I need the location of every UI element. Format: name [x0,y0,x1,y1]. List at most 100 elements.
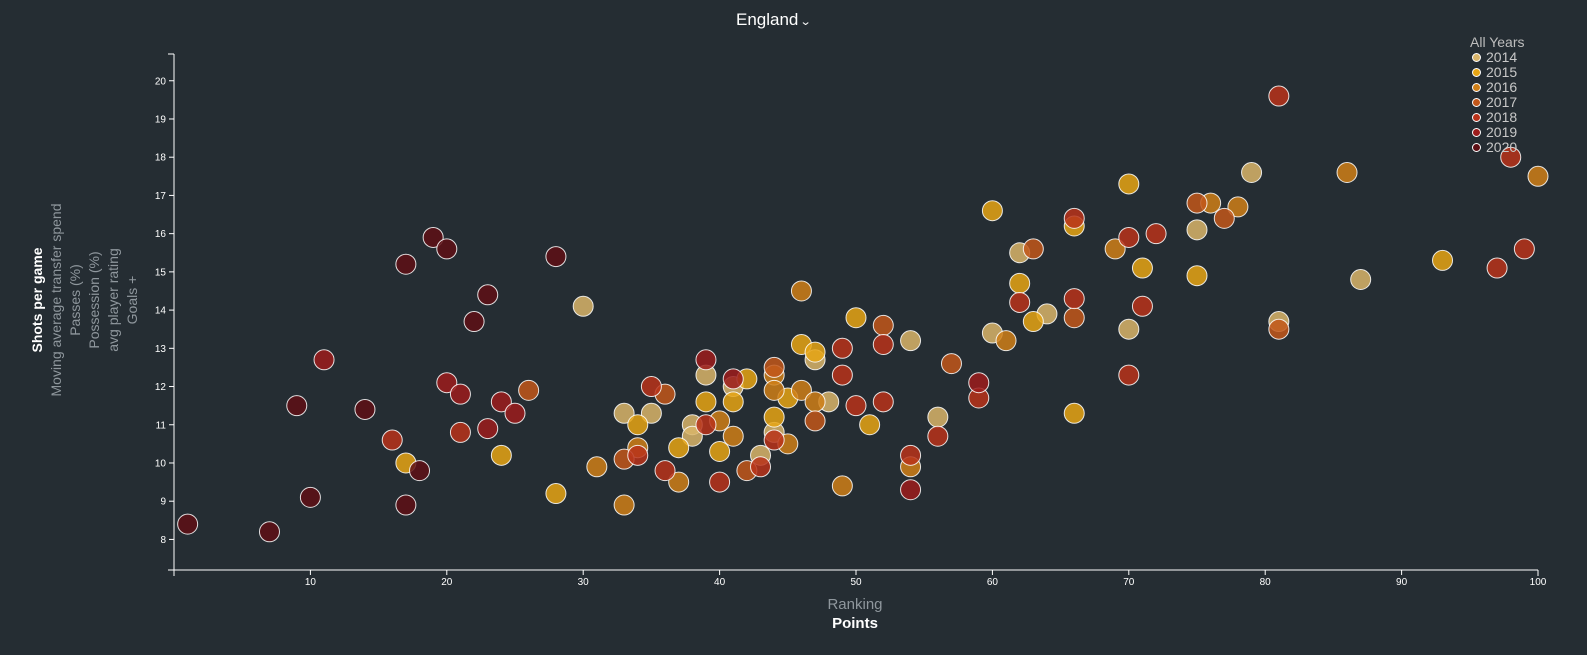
data-point-2018[interactable] [654,460,676,482]
data-point-2015[interactable] [763,406,785,428]
data-point-2020[interactable] [436,238,458,260]
data-point-2020[interactable] [422,226,444,248]
data-point-2018[interactable] [709,471,731,493]
data-point-2016[interactable] [1227,196,1249,218]
data-point-2015[interactable] [490,444,512,466]
data-point-2016[interactable] [1104,238,1126,260]
data-point-2018[interactable] [1063,207,1085,229]
legend-title[interactable]: All Years [1470,34,1525,50]
data-point-2014[interactable] [927,406,949,428]
data-point-2019[interactable] [695,349,717,371]
data-point-2016[interactable] [790,280,812,302]
data-point-2016[interactable] [586,456,608,478]
data-point-2018[interactable] [1513,238,1535,260]
data-point-2020[interactable] [395,494,417,516]
data-point-2018[interactable] [1063,288,1085,310]
data-point-2015[interactable] [668,437,690,459]
data-point-2015[interactable] [859,414,881,436]
data-point-2020[interactable] [286,395,308,417]
data-point-2019[interactable] [436,372,458,394]
data-point-2020[interactable] [395,253,417,275]
data-point-2019[interactable] [722,368,744,390]
data-point-2020[interactable] [463,311,485,333]
data-point-2015[interactable] [709,441,731,463]
legend-item-2017[interactable]: 2017 [1470,95,1524,110]
y-option-player-rating[interactable]: avg player rating [105,248,121,352]
y-option-goals[interactable]: Goals + [124,275,140,325]
data-point-2018[interactable] [872,391,894,413]
data-point-2015[interactable] [1131,257,1153,279]
data-point-2014[interactable] [1241,161,1263,183]
data-point-2015[interactable] [627,414,649,436]
x-option-ranking[interactable]: Ranking [827,596,883,613]
data-point-2019[interactable] [900,479,922,501]
data-point-2019[interactable] [449,383,471,405]
data-point-2016[interactable] [804,391,826,413]
data-point-2020[interactable] [258,521,280,543]
legend-item-2016[interactable]: 2016 [1470,80,1524,95]
data-point-2017[interactable] [763,356,785,378]
data-point-2017[interactable] [1186,192,1208,214]
data-point-2015[interactable] [1118,173,1140,195]
data-point-2016[interactable] [668,471,690,493]
data-point-2018[interactable] [1268,85,1290,107]
data-point-2018[interactable] [845,395,867,417]
data-point-2018[interactable] [831,337,853,359]
data-point-2018[interactable] [449,421,471,443]
data-point-2018[interactable] [1118,226,1140,248]
data-point-2018[interactable] [640,376,662,398]
data-point-2020[interactable] [409,460,431,482]
data-point-2018[interactable] [1118,364,1140,386]
x-option-points[interactable]: Points [832,615,878,632]
data-point-2018[interactable] [750,456,772,478]
data-point-2017[interactable] [1022,238,1044,260]
data-point-2019[interactable] [313,349,335,371]
data-point-2018[interactable] [381,429,403,451]
data-point-2014[interactable] [681,425,703,447]
data-point-2015[interactable] [1022,311,1044,333]
data-point-2018[interactable] [763,429,785,451]
data-point-2015[interactable] [804,341,826,363]
data-point-2018[interactable] [695,414,717,436]
data-point-2015[interactable] [1009,272,1031,294]
data-point-2016[interactable] [790,379,812,401]
data-point-2020[interactable] [299,486,321,508]
data-point-2018[interactable] [1009,291,1031,313]
data-point-2017[interactable] [1268,318,1290,340]
data-point-2017[interactable] [1063,307,1085,329]
data-point-2019[interactable] [477,418,499,440]
data-point-2019[interactable] [504,402,526,424]
data-point-2017[interactable] [872,314,894,336]
y-option-passes[interactable]: Passes (%) [67,264,83,336]
legend-item-2020[interactable]: 2020 [1470,140,1524,155]
data-point-2018[interactable] [1131,295,1153,317]
data-point-2014[interactable] [640,402,662,424]
data-point-2015[interactable] [1186,265,1208,287]
data-point-2014[interactable] [900,330,922,352]
data-point-2015[interactable] [545,483,567,505]
legend-item-2018[interactable]: 2018 [1470,110,1524,125]
data-point-2015[interactable] [695,391,717,413]
data-point-2020[interactable] [177,513,199,535]
data-point-2016[interactable] [995,330,1017,352]
data-point-2015[interactable] [1432,249,1454,271]
data-point-2020[interactable] [545,246,567,268]
data-point-2016[interactable] [763,379,785,401]
data-point-2017[interactable] [940,353,962,375]
y-option-shots-per-game[interactable]: Shots per game [29,247,45,353]
data-point-2014[interactable] [1350,269,1372,291]
data-point-2018[interactable] [900,444,922,466]
data-point-2018[interactable] [1145,223,1167,245]
data-point-2016[interactable] [613,494,635,516]
data-point-2015[interactable] [722,391,744,413]
data-point-2019[interactable] [968,372,990,394]
data-point-2018[interactable] [1500,146,1522,168]
data-point-2016[interactable] [831,475,853,497]
data-point-2018[interactable] [872,333,894,355]
data-point-2015[interactable] [845,307,867,329]
data-point-2016[interactable] [1336,161,1358,183]
data-point-2014[interactable] [613,402,635,424]
legend-item-2019[interactable]: 2019 [1470,125,1524,140]
data-point-2017[interactable] [1213,207,1235,229]
data-point-2014[interactable] [572,295,594,317]
